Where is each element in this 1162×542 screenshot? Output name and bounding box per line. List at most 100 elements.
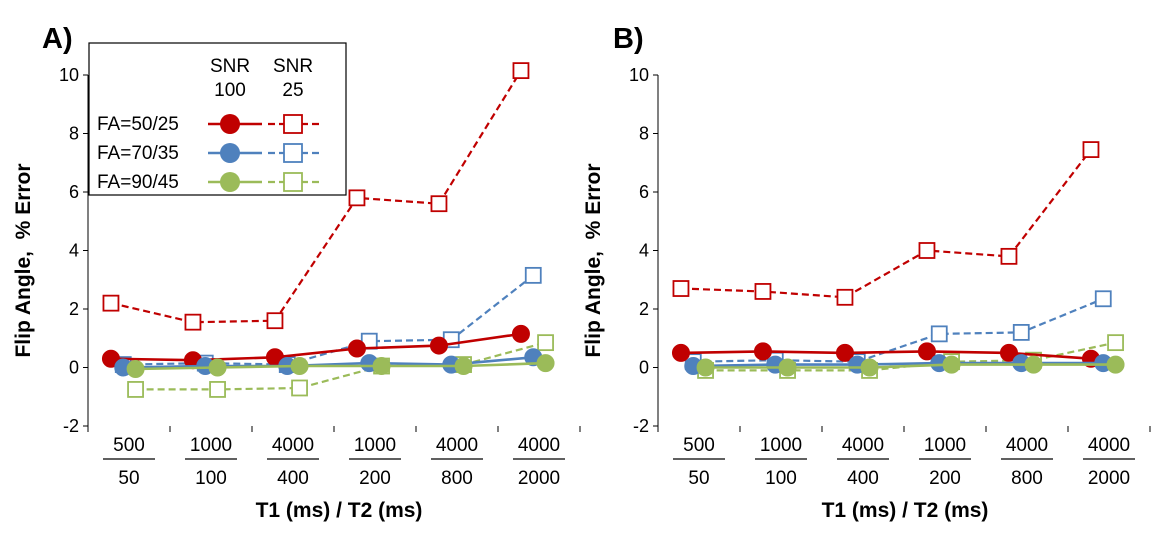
data-point-square (127, 381, 144, 398)
data-point-square (512, 62, 530, 80)
x-tick-numerator: 1000 (760, 435, 802, 456)
series-line (705, 363, 1116, 369)
data-point-square (930, 325, 948, 343)
panel-b: B) -2 0 2 4 6 8 10 Flip Angle, % Error 500 50 1000 1… (582, 23, 1151, 522)
legend-circle-marker (220, 114, 240, 134)
x-tick-denominator: 400 (277, 468, 309, 489)
y-axis-title: Flip Angle, % Error (582, 163, 605, 357)
data-point-circle (696, 358, 715, 377)
series-line (693, 297, 1104, 363)
y-tick-label: 2 (639, 299, 649, 319)
data-point-square (1107, 334, 1124, 352)
x-tick-numerator: 1000 (924, 435, 966, 456)
data-point-square (430, 195, 448, 213)
data-point-circle (347, 339, 366, 358)
x-tick-denominator: 2000 (518, 468, 560, 489)
x-tick-denominator: 50 (688, 468, 709, 489)
series-line (680, 350, 1092, 360)
y-tick-label: 0 (639, 358, 649, 378)
data-point-circle (536, 354, 555, 373)
data-point-square (524, 266, 542, 284)
y-tick-label: 2 (69, 299, 79, 319)
legend-square-marker (283, 114, 303, 134)
x-axis-title: T1 (ms) / T2 (ms) (256, 499, 423, 522)
panel-label: B) (613, 23, 644, 55)
data-point-circle (208, 358, 227, 377)
legend-col2-header: SNR (273, 56, 313, 77)
y-tick-label: 4 (69, 241, 79, 261)
data-point-circle (511, 324, 530, 343)
data-point-circle (860, 358, 879, 377)
x-tick-numerator: 4000 (1088, 435, 1130, 456)
legend-square-marker (283, 172, 303, 192)
legend-col1-subheader: 100 (214, 80, 246, 101)
x-tick-denominator: 800 (441, 468, 473, 489)
x-tick-denominator: 50 (118, 468, 139, 489)
data-point-circle (671, 343, 690, 362)
data-point-circle (999, 343, 1018, 362)
x-tick-numerator: 4000 (842, 435, 884, 456)
panel-label: A) (42, 23, 73, 55)
y-tick-label: 8 (639, 124, 649, 144)
data-point-square (184, 313, 202, 331)
x-tick-denominator: 100 (765, 468, 797, 489)
legend-square-marker (283, 143, 303, 163)
data-point-square (1012, 323, 1030, 341)
legend-circle-marker (220, 143, 240, 163)
y-tick-label: -2 (633, 416, 649, 436)
x-tick-numerator: 4000 (1006, 435, 1048, 456)
y-tick-label: 10 (629, 65, 649, 85)
data-point-circle (454, 357, 473, 376)
y-tick-label: 6 (639, 182, 649, 202)
series-line (110, 332, 522, 362)
x-tick-denominator: 800 (1011, 468, 1043, 489)
legend-circle-marker (220, 172, 240, 192)
data-point-square (754, 283, 772, 300)
data-point-square (1094, 290, 1112, 308)
series-line (135, 341, 546, 391)
data-point-square (836, 288, 854, 306)
series-line (110, 70, 522, 324)
series-line (680, 148, 1092, 299)
data-point-circle (1106, 355, 1125, 374)
data-point-circle (835, 343, 854, 362)
y-tick-label: -2 (63, 416, 79, 436)
legend: SNR 100 SNR 25 FA=50/25 FA=70/35 FA=90/45 (88, 42, 347, 196)
x-tick-denominator: 100 (195, 468, 227, 489)
data-point-square (266, 312, 284, 330)
data-point-square (209, 381, 226, 398)
y-axis-title: Flip Angle, % Error (12, 163, 35, 357)
data-point-circle (101, 349, 120, 368)
data-point-circle (942, 355, 961, 374)
data-point-circle (1024, 355, 1043, 374)
legend-col2-subheader: 25 (282, 80, 303, 101)
y-tick-label: 4 (639, 241, 649, 261)
data-point-square (348, 189, 366, 207)
x-tick-numerator: 1000 (354, 435, 396, 456)
x-tick-denominator: 200 (359, 468, 391, 489)
data-point-square (537, 334, 554, 352)
x-tick-denominator: 200 (929, 468, 961, 489)
series-line (135, 361, 546, 371)
data-point-square (291, 379, 308, 397)
x-tick-numerator: 4000 (436, 435, 478, 456)
data-point-square (918, 242, 936, 259)
panel-a: A) -2 0 2 4 6 8 10 Flip Angle, % Error 500 50 1000 1… (12, 23, 581, 522)
x-tick-numerator: 1000 (190, 435, 232, 456)
y-tick-label: 6 (69, 182, 79, 202)
x-tick-denominator: 400 (847, 468, 879, 489)
data-point-circle (290, 357, 309, 376)
y-tick-label: 10 (59, 65, 79, 85)
x-tick-numerator: 500 (683, 435, 715, 456)
x-tick-denominator: 2000 (1088, 468, 1130, 489)
y-tick-label: 8 (69, 124, 79, 144)
legend-box (88, 42, 347, 196)
data-point-circle (429, 336, 448, 355)
data-point-circle (372, 357, 391, 376)
x-tick-numerator: 4000 (272, 435, 314, 456)
data-point-square (102, 294, 120, 312)
y-tick-label: 0 (69, 358, 79, 378)
data-point-square (1082, 141, 1100, 158)
legend-entry-label: FA=50/25 (97, 114, 179, 135)
data-point-square (1000, 247, 1018, 265)
